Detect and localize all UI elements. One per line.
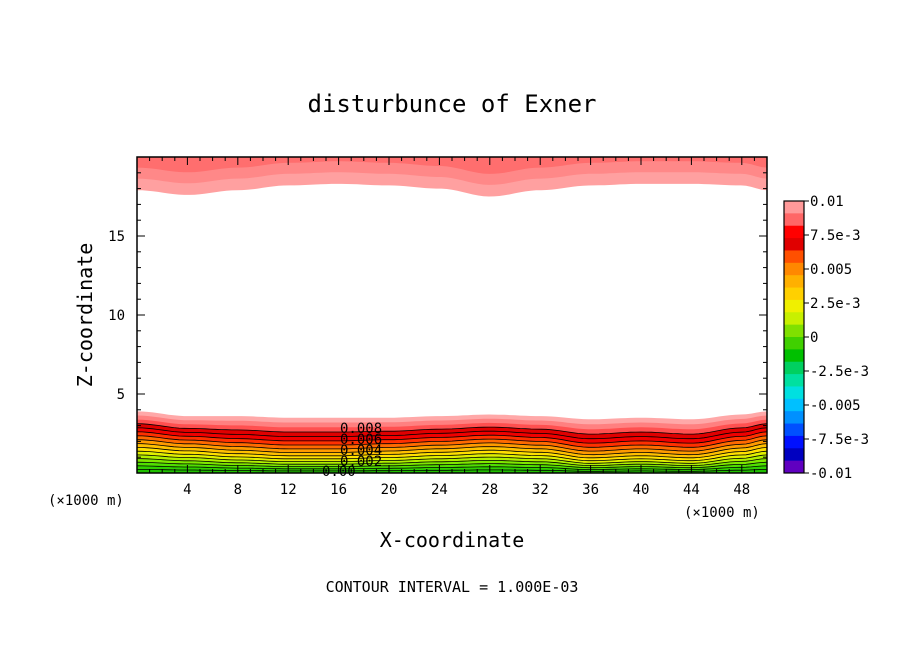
colorbar-label: -7.5e-3: [810, 432, 869, 448]
colorbar-swatch: [784, 312, 804, 326]
colorbar-swatch: [784, 386, 804, 400]
contour-label: 0.002: [340, 454, 382, 470]
colorbar-swatch: [784, 201, 804, 214]
contour-line: [136, 431, 768, 444]
colorbar-swatch: [784, 398, 804, 412]
x-tick-label: 16: [330, 482, 347, 498]
x-tick-label: 36: [582, 482, 599, 498]
colorbar-swatch: [784, 349, 804, 363]
contour-line: [136, 435, 768, 448]
colorbar-label: -0.005: [810, 398, 861, 414]
contour-label: 0.008: [340, 421, 382, 437]
colorbar-swatch: [784, 250, 804, 264]
y-axis-label: Z-coordinate: [73, 243, 97, 388]
contour-line: [136, 454, 768, 464]
colorbar-label: 2.5e-3: [810, 296, 861, 312]
x-unit-left: (×1000 m): [48, 493, 124, 509]
colorbar-swatch: [784, 411, 804, 425]
x-tick-label: 44: [683, 482, 700, 498]
colorbar-swatch: [784, 337, 804, 350]
contour-line: [136, 450, 768, 462]
x-tick-label: 8: [234, 482, 242, 498]
x-tick-label: 24: [431, 482, 448, 498]
contour-line: [136, 423, 768, 435]
x-tick-label: 32: [532, 482, 549, 498]
colorbar-swatch: [784, 448, 804, 462]
x-tick-label: 12: [280, 482, 297, 498]
colorbar: 0.01 7.5e-3 0.005 2.5e-3 0 -2.5e-3 -0.005 -7.5e…: [783, 194, 869, 482]
contour-label: 0.006: [340, 432, 382, 448]
y-tick-label: 10: [108, 308, 125, 324]
colorbar-swatch: [784, 374, 804, 387]
colorbar-swatch: [784, 238, 804, 251]
colorbar-swatch: [784, 361, 804, 375]
colorbar-swatch: [784, 299, 804, 313]
contour-line: [136, 458, 768, 466]
colorbar-label: -2.5e-3: [810, 364, 869, 380]
contour-label: 0.004: [340, 443, 382, 459]
x-unit-right: (×1000 m): [684, 505, 760, 521]
contour-line: [136, 427, 768, 440]
y-tick-label: 5: [117, 387, 125, 403]
contour-line: [136, 465, 768, 470]
chart-title: disturbunce of Exner: [308, 90, 597, 118]
colorbar-label: 0: [810, 330, 818, 346]
contour-line: [136, 443, 768, 456]
colorbar-swatch: [784, 275, 804, 289]
contour-interval-note: CONTOUR INTERVAL = 1.000E-03: [326, 578, 579, 596]
contour-line: [136, 439, 768, 452]
colorbar-label: -0.01: [810, 466, 852, 482]
top-region-band: [137, 157, 767, 185]
colorbar-swatch: [784, 262, 804, 276]
colorbar-swatch: [784, 423, 804, 437]
colorbar-swatch: [784, 460, 804, 474]
x-tick-label: 20: [381, 482, 398, 498]
x-tick-label: 48: [733, 482, 750, 498]
y-tick-label: 15: [108, 229, 125, 245]
colorbar-label: 0.005: [810, 262, 852, 278]
colorbar-swatch: [784, 225, 804, 239]
colorbar-swatch: [784, 213, 804, 227]
top-region-band: [137, 157, 767, 174]
colorbar-swatch: [784, 287, 804, 301]
colorbar-label: 0.01: [810, 194, 844, 210]
colorbar-swatch: [784, 435, 804, 449]
x-axis-label: X-coordinate: [380, 528, 525, 552]
contour-line: [136, 447, 768, 459]
colorbar-label: 7.5e-3: [810, 228, 861, 244]
x-tick-label: 4: [183, 482, 191, 498]
x-tick-label: 40: [633, 482, 650, 498]
x-tick-label: 28: [481, 482, 498, 498]
colorbar-swatch: [784, 324, 804, 338]
contour-line: [136, 461, 768, 469]
